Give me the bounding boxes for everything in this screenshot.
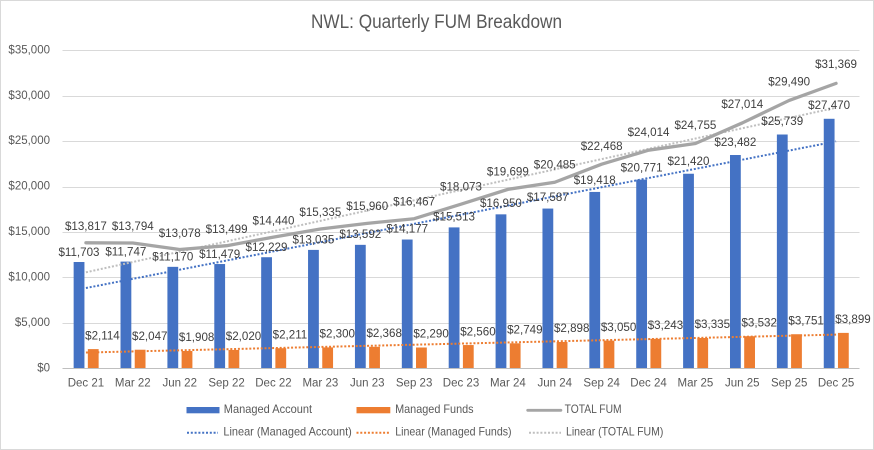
svg-text:$13,499: $13,499: [206, 223, 248, 236]
svg-text:$23,482: $23,482: [714, 136, 756, 149]
svg-text:Jun 22: Jun 22: [162, 377, 197, 389]
svg-text:$27,014: $27,014: [721, 98, 763, 111]
svg-text:Jun 25: Jun 25: [725, 377, 760, 389]
svg-text:Sep 25: Sep 25: [771, 377, 807, 389]
svg-text:$11,703: $11,703: [58, 246, 99, 259]
svg-text:Jun 23: Jun 23: [350, 377, 385, 389]
svg-text:$18,073: $18,073: [440, 181, 482, 194]
svg-text:$1,908: $1,908: [179, 331, 214, 344]
svg-text:$13,592: $13,592: [339, 228, 381, 241]
svg-text:Mar 25: Mar 25: [678, 377, 714, 389]
svg-text:Sep 23: Sep 23: [396, 377, 432, 389]
svg-text:$21,420: $21,420: [667, 155, 709, 168]
svg-text:$13,794: $13,794: [112, 220, 154, 233]
svg-text:$20,485: $20,485: [534, 158, 576, 171]
svg-text:NWL: Quarterly FUM Breakdown: NWL: Quarterly FUM Breakdown: [311, 12, 562, 33]
svg-text:$2,749: $2,749: [507, 324, 542, 337]
svg-text:$25,000: $25,000: [8, 135, 50, 147]
svg-text:$17,587: $17,587: [527, 191, 569, 204]
svg-text:$25,739: $25,739: [761, 115, 803, 128]
svg-text:Linear (TOTAL FUM): Linear (TOTAL FUM): [566, 426, 664, 439]
svg-text:$16,467: $16,467: [393, 196, 435, 209]
svg-text:Dec 24: Dec 24: [630, 377, 667, 389]
svg-text:$13,817: $13,817: [65, 220, 107, 233]
svg-text:$11,479: $11,479: [199, 248, 240, 261]
svg-text:$3,050: $3,050: [601, 321, 636, 334]
svg-text:Mar 22: Mar 22: [115, 377, 151, 389]
svg-text:Dec 25: Dec 25: [818, 377, 854, 389]
svg-text:$31,369: $31,369: [815, 58, 857, 71]
svg-text:$5,000: $5,000: [15, 317, 50, 329]
svg-text:$27,470: $27,470: [808, 99, 850, 112]
svg-text:$19,418: $19,418: [574, 174, 616, 187]
svg-text:$22,468: $22,468: [581, 140, 623, 153]
svg-text:$2,898: $2,898: [554, 322, 589, 335]
svg-text:Managed Funds: Managed Funds: [395, 403, 474, 416]
svg-text:$11,170: $11,170: [152, 251, 193, 264]
svg-text:$29,490: $29,490: [768, 75, 810, 88]
svg-text:$2,114: $2,114: [85, 329, 120, 342]
svg-text:$24,755: $24,755: [674, 119, 716, 132]
svg-text:$15,335: $15,335: [299, 206, 341, 219]
svg-text:TOTAL FUM: TOTAL FUM: [565, 403, 622, 416]
svg-text:$2,020: $2,020: [226, 330, 261, 343]
svg-text:$0: $0: [37, 362, 50, 374]
svg-text:Mar 23: Mar 23: [302, 377, 338, 389]
svg-text:$15,513: $15,513: [433, 210, 475, 223]
svg-text:$2,211: $2,211: [273, 328, 308, 341]
svg-text:$2,368: $2,368: [366, 327, 401, 340]
svg-text:Dec 22: Dec 22: [255, 377, 291, 389]
svg-text:Linear (Managed Account): Linear (Managed Account): [223, 426, 352, 439]
svg-text:$30,000: $30,000: [8, 90, 50, 102]
svg-text:$3,899: $3,899: [835, 313, 870, 326]
svg-text:$19,699: $19,699: [487, 166, 529, 179]
svg-text:Sep 22: Sep 22: [208, 377, 244, 389]
svg-text:$15,960: $15,960: [346, 200, 388, 213]
svg-text:$20,771: $20,771: [621, 161, 663, 174]
svg-text:$14,177: $14,177: [386, 223, 428, 236]
svg-text:$2,290: $2,290: [413, 328, 448, 341]
svg-text:$11,747: $11,747: [105, 245, 146, 258]
svg-text:Dec 23: Dec 23: [443, 377, 479, 389]
svg-text:$14,440: $14,440: [253, 214, 295, 227]
svg-text:$24,014: $24,014: [628, 126, 670, 139]
svg-text:$3,243: $3,243: [648, 319, 683, 332]
svg-text:Mar 24: Mar 24: [490, 377, 526, 389]
svg-text:Dec 21: Dec 21: [68, 377, 104, 389]
svg-text:$10,000: $10,000: [8, 271, 50, 283]
svg-text:$13,035: $13,035: [292, 233, 334, 246]
svg-text:$35,000: $35,000: [8, 44, 50, 56]
svg-text:Jun 24: Jun 24: [537, 377, 572, 389]
svg-text:Managed Account: Managed Account: [224, 403, 313, 416]
svg-text:$3,751: $3,751: [788, 314, 823, 327]
svg-text:$3,532: $3,532: [741, 316, 776, 329]
svg-text:$16,950: $16,950: [480, 197, 522, 210]
svg-text:$15,000: $15,000: [8, 226, 50, 238]
svg-text:$3,335: $3,335: [695, 318, 730, 331]
svg-text:$2,300: $2,300: [320, 328, 355, 341]
svg-text:$2,047: $2,047: [132, 330, 167, 343]
svg-text:$12,229: $12,229: [246, 241, 288, 254]
svg-text:Linear (Managed Funds): Linear (Managed Funds): [395, 426, 512, 439]
svg-text:$20,000: $20,000: [8, 181, 50, 193]
svg-text:$2,560: $2,560: [460, 325, 495, 338]
svg-text:$13,078: $13,078: [159, 227, 201, 240]
svg-text:Sep 24: Sep 24: [583, 377, 620, 389]
